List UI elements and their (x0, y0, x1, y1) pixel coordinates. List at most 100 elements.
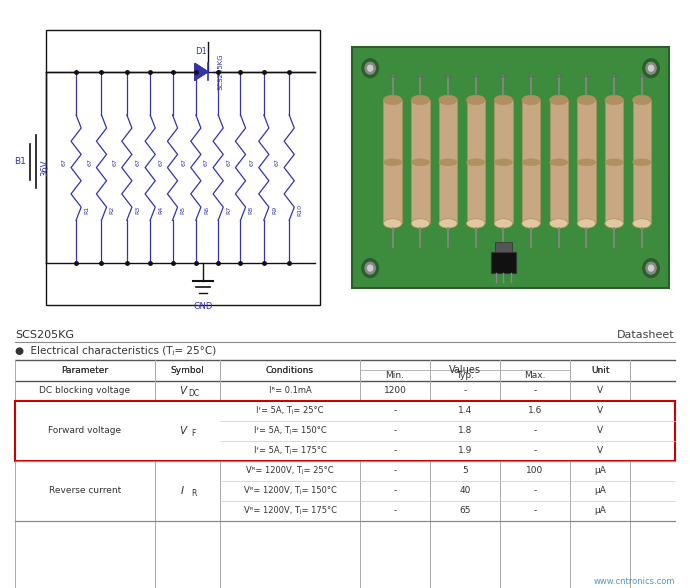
Text: SCS205KG: SCS205KG (217, 54, 223, 90)
Circle shape (365, 62, 375, 74)
Polygon shape (195, 64, 208, 80)
Ellipse shape (633, 159, 651, 166)
Text: V: V (179, 426, 186, 436)
Ellipse shape (384, 219, 402, 228)
Bar (411, 100, 430, 223)
Text: -: - (393, 466, 397, 475)
Text: Symbol: Symbol (170, 366, 204, 375)
Text: DC blocking voltage: DC blocking voltage (39, 386, 130, 395)
Text: -: - (533, 386, 537, 395)
Text: R8: R8 (248, 205, 254, 213)
Ellipse shape (411, 219, 430, 228)
Ellipse shape (522, 159, 540, 166)
Text: -: - (533, 486, 537, 495)
Ellipse shape (605, 95, 623, 105)
Text: SCS205KG: SCS205KG (15, 329, 74, 339)
Text: 40: 40 (460, 486, 471, 495)
Ellipse shape (494, 159, 513, 166)
Text: 36V: 36V (41, 159, 50, 176)
Text: F: F (191, 429, 196, 438)
Text: 67: 67 (62, 158, 67, 166)
Bar (384, 100, 402, 223)
Ellipse shape (522, 219, 540, 228)
Text: R5: R5 (181, 205, 186, 213)
Text: 1.9: 1.9 (457, 446, 472, 455)
Text: -: - (533, 506, 537, 515)
Ellipse shape (494, 95, 513, 105)
Circle shape (368, 265, 373, 271)
Text: Iᶠ= 5A, Tⱼ= 25°C: Iᶠ= 5A, Tⱼ= 25°C (256, 406, 324, 415)
Ellipse shape (439, 159, 457, 166)
Text: 67: 67 (275, 158, 280, 166)
Bar (494, 100, 513, 223)
Text: V: V (597, 406, 603, 415)
Text: Min.: Min. (386, 370, 404, 380)
Text: B1: B1 (14, 157, 26, 166)
Text: 100: 100 (526, 466, 544, 475)
Text: Parameter: Parameter (61, 366, 108, 375)
Ellipse shape (549, 219, 568, 228)
Text: Iᴿ= 0.1mA: Iᴿ= 0.1mA (268, 386, 311, 395)
Bar (633, 100, 651, 223)
Polygon shape (352, 47, 669, 288)
Text: V: V (597, 386, 603, 395)
Text: Symbol: Symbol (170, 366, 204, 375)
Ellipse shape (466, 95, 485, 105)
Ellipse shape (384, 95, 402, 105)
Text: -: - (533, 446, 537, 455)
Bar (46, 30, 319, 305)
Text: Max.: Max. (524, 370, 546, 380)
Text: DC: DC (188, 389, 199, 398)
Text: Forward voltage: Forward voltage (48, 426, 121, 435)
Text: 65: 65 (460, 506, 471, 515)
Ellipse shape (633, 95, 651, 105)
Circle shape (365, 262, 375, 274)
Text: Iᶠ= 5A, Tⱼ= 150°C: Iᶠ= 5A, Tⱼ= 150°C (254, 426, 326, 435)
Bar (578, 100, 595, 223)
Bar (491, 252, 515, 273)
Bar (605, 100, 623, 223)
Text: ●  Electrical characteristics (Tⱼ= 25°C): ● Electrical characteristics (Tⱼ= 25°C) (15, 346, 216, 356)
Text: Typ.: Typ. (456, 370, 474, 380)
Text: Conditions: Conditions (266, 366, 314, 375)
Ellipse shape (549, 95, 568, 105)
Text: -: - (393, 486, 397, 495)
Ellipse shape (411, 159, 430, 166)
Text: 5: 5 (462, 466, 468, 475)
Text: 67: 67 (181, 158, 187, 166)
Text: www.cntronics.com: www.cntronics.com (593, 577, 675, 586)
Text: 67: 67 (136, 158, 141, 166)
Text: μA: μA (594, 486, 606, 495)
Text: 67: 67 (112, 158, 118, 166)
Bar (522, 100, 540, 223)
Circle shape (362, 259, 378, 278)
Ellipse shape (578, 219, 595, 228)
Text: -: - (393, 406, 397, 415)
Text: R6: R6 (204, 205, 209, 213)
Ellipse shape (633, 219, 651, 228)
Ellipse shape (466, 219, 485, 228)
Text: R1: R1 (84, 205, 89, 213)
Text: Unit: Unit (591, 366, 609, 375)
Ellipse shape (549, 159, 568, 166)
Text: 67: 67 (159, 158, 164, 166)
Text: 67: 67 (88, 158, 92, 166)
Bar (439, 100, 457, 223)
Ellipse shape (605, 219, 623, 228)
Text: 67: 67 (250, 158, 255, 166)
Text: -: - (393, 506, 397, 515)
Ellipse shape (578, 95, 595, 105)
Bar (549, 100, 568, 223)
Text: 67: 67 (204, 158, 209, 166)
Circle shape (643, 259, 659, 278)
Ellipse shape (384, 159, 402, 166)
Text: μA: μA (594, 506, 606, 515)
Text: 1.4: 1.4 (458, 406, 472, 415)
Ellipse shape (578, 159, 595, 166)
Text: V: V (597, 446, 603, 455)
Text: -: - (533, 426, 537, 435)
Text: Parameter: Parameter (61, 366, 108, 375)
Text: D1: D1 (195, 47, 207, 56)
Ellipse shape (494, 219, 513, 228)
Text: -: - (464, 386, 466, 395)
